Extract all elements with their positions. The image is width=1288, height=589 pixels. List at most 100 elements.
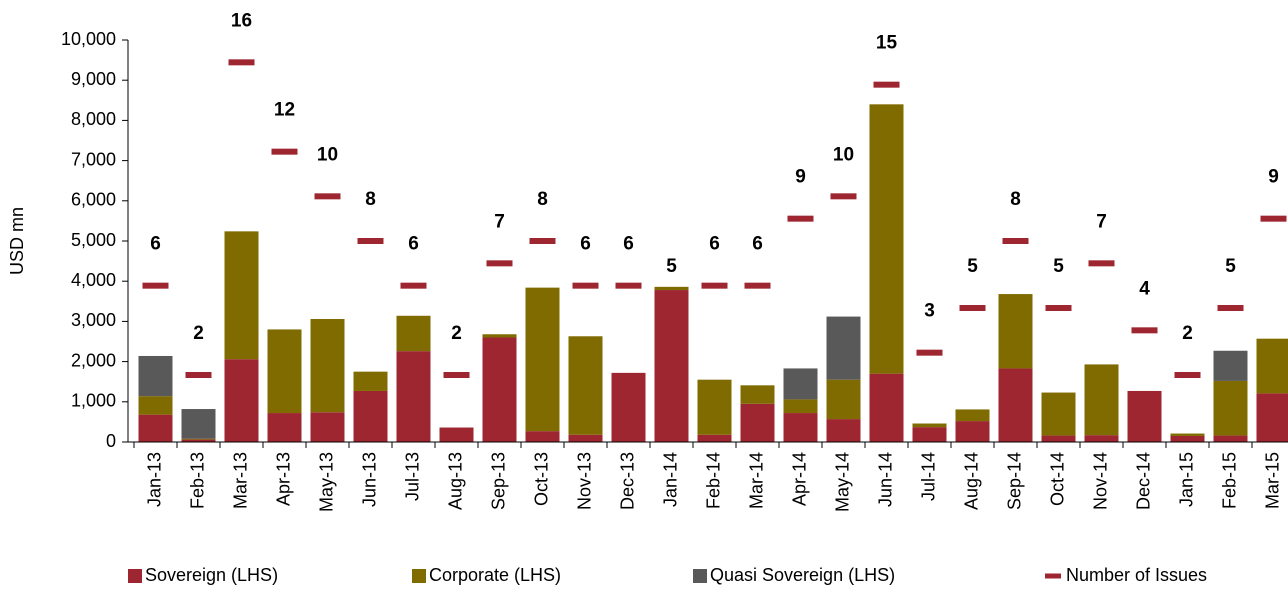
issue-marker	[873, 81, 900, 88]
legend-swatch	[412, 569, 426, 583]
bar-segment	[998, 294, 1033, 369]
bar-segment	[482, 334, 517, 338]
issue-marker	[314, 193, 341, 200]
x-tick-label: Mar-15	[1262, 452, 1282, 509]
issue-marker	[959, 305, 986, 311]
bar-segment	[267, 329, 302, 414]
bar-segment	[654, 290, 689, 442]
issue-marker	[658, 305, 685, 311]
x-tick-label: Mar-13	[230, 452, 250, 509]
bar-segment	[740, 403, 775, 442]
y-tick-label: 0	[106, 431, 116, 451]
issue-marker	[357, 238, 384, 244]
issue-marker	[1088, 260, 1115, 267]
bar-segment	[783, 368, 818, 400]
data-label: 6	[709, 234, 720, 255]
x-tick-label: Jan-15	[1176, 452, 1196, 507]
legend-label: Number of Issues	[1066, 565, 1207, 585]
legend-swatch	[693, 569, 707, 583]
bar-segment	[138, 396, 173, 415]
issue-marker	[1045, 305, 1072, 311]
bar-segment	[826, 316, 861, 380]
bar-segment	[1041, 392, 1076, 436]
x-tick-label: Feb-15	[1219, 452, 1239, 509]
issue-marker	[1260, 215, 1287, 222]
issue-marker	[701, 282, 728, 289]
y-tick-label: 8,000	[71, 109, 116, 129]
x-tick-label: Mar-14	[746, 452, 766, 509]
issue-marker	[916, 349, 943, 356]
bar-segment	[1213, 380, 1248, 436]
issue-marker	[486, 260, 513, 267]
x-tick-label: Dec-14	[1133, 452, 1153, 510]
data-label: 9	[1268, 167, 1279, 188]
bar-segment	[1041, 435, 1076, 442]
y-tick-label: 1,000	[71, 391, 116, 411]
y-tick-label: 9,000	[71, 69, 116, 89]
bar-segment	[1170, 435, 1205, 442]
data-label: 12	[274, 100, 295, 121]
bar-segment	[353, 390, 388, 442]
bar-segment	[1213, 350, 1248, 381]
x-tick-label: Oct-13	[531, 452, 551, 506]
bar-segment	[1170, 433, 1205, 436]
data-label: 4	[1139, 278, 1150, 299]
bar-segment	[740, 385, 775, 404]
bar-segment	[396, 315, 431, 352]
bar-segment	[611, 372, 646, 442]
x-tick-label: Nov-13	[574, 452, 594, 510]
x-tick-label: Sep-13	[488, 452, 508, 510]
bar-segment	[826, 379, 861, 420]
bar-segment	[353, 371, 388, 391]
data-label: 5	[967, 256, 978, 277]
x-tick-label: Feb-14	[703, 452, 723, 509]
issue-marker	[228, 59, 255, 66]
bar-segment	[568, 434, 603, 442]
data-label: 2	[193, 323, 204, 344]
x-tick-label: Apr-14	[789, 452, 809, 506]
y-tick-label: 5,000	[71, 230, 116, 250]
x-tick-label: Nov-14	[1090, 452, 1110, 510]
data-label: 5	[1225, 256, 1236, 277]
data-label: 5	[1053, 256, 1064, 277]
bar-segment	[998, 368, 1033, 442]
data-label: 16	[231, 10, 252, 31]
bar-segment	[310, 318, 345, 413]
data-label: 6	[580, 234, 591, 255]
bar-segment	[525, 287, 560, 432]
x-tick-label: Jan-13	[144, 452, 164, 507]
bar-segment	[181, 438, 216, 440]
y-tick-label: 6,000	[71, 190, 116, 210]
issue-marker	[744, 282, 771, 289]
issue-marker	[572, 282, 599, 289]
bar-segment	[267, 413, 302, 442]
issue-marker	[142, 282, 169, 289]
x-tick-label: May-13	[316, 452, 336, 512]
legend-label: Corporate (LHS)	[429, 565, 561, 585]
data-label: 5	[666, 256, 677, 277]
bar-segment	[1127, 390, 1162, 442]
bar-segment	[869, 373, 904, 442]
y-axis-label: USD mn	[7, 207, 27, 275]
bar-segment	[1213, 435, 1248, 442]
data-label: 10	[317, 144, 338, 165]
data-label: 6	[150, 234, 161, 255]
issue-marker	[1217, 305, 1244, 311]
data-label: 7	[494, 211, 505, 232]
y-tick-label: 4,000	[71, 270, 116, 290]
y-tick-label: 7,000	[71, 149, 116, 169]
issue-marker	[830, 193, 857, 200]
legend-swatch	[1045, 573, 1061, 579]
x-tick-label: Jan-14	[660, 452, 680, 507]
legend-label: Quasi Sovereign (LHS)	[710, 565, 895, 585]
bar-segment	[396, 351, 431, 442]
x-tick-label: Sep-14	[1004, 452, 1024, 510]
bar-segment	[826, 419, 861, 442]
bar-segment	[955, 421, 990, 442]
issue-marker	[1174, 372, 1201, 378]
issue-marker	[185, 372, 212, 378]
data-label: 3	[924, 301, 935, 322]
bar-segment	[1256, 393, 1288, 442]
data-label: 15	[876, 33, 898, 54]
